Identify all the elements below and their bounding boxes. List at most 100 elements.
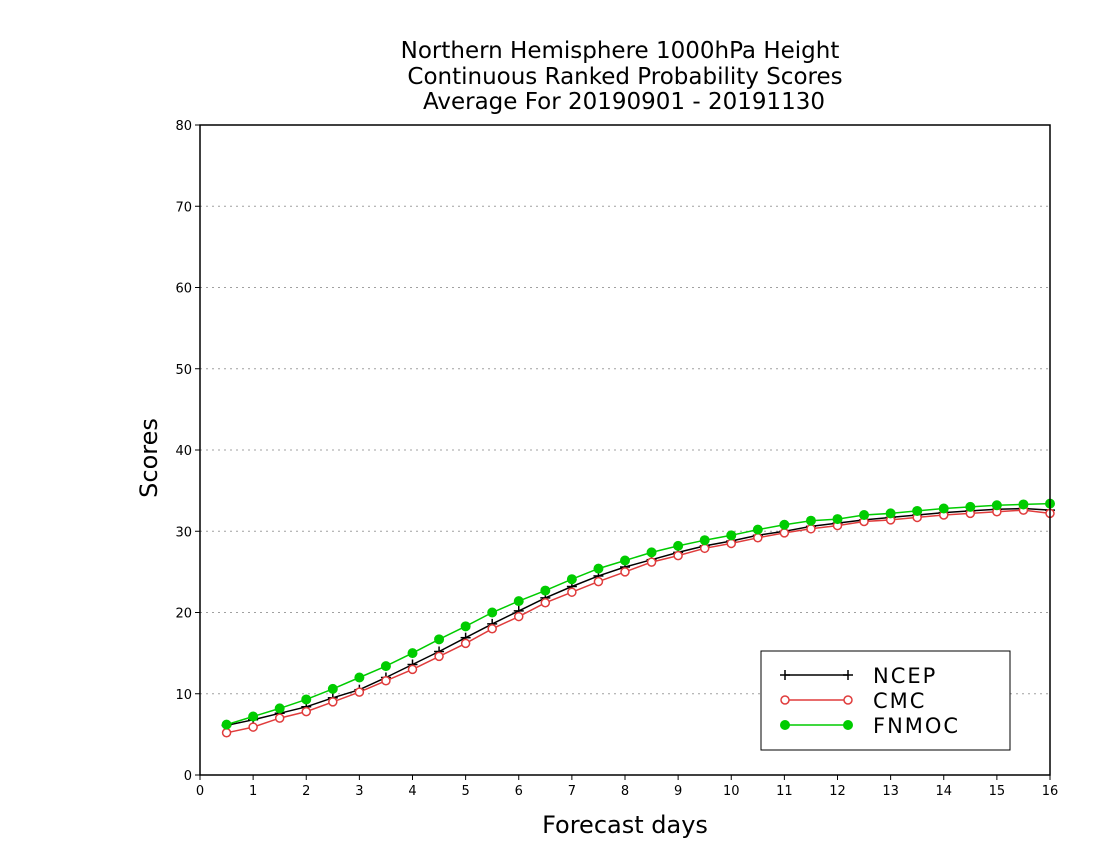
data-point-cmc: [673, 550, 683, 561]
x-tick-label: 0: [196, 784, 204, 799]
data-point-fnmoc: [805, 515, 816, 526]
data-point-fnmoc: [540, 585, 551, 596]
data-point-cmc: [620, 567, 630, 577]
data-point-fnmoc: [593, 563, 604, 574]
legend-marker-ncep: [843, 670, 853, 680]
legend-marker-fnmoc: [843, 720, 853, 730]
legend-entry-cmc: CMC: [780, 689, 926, 713]
x-tick-label: 16: [1042, 784, 1059, 799]
x-tick-label: 13: [882, 784, 899, 799]
data-point-cmc: [567, 587, 577, 597]
data-point-cmc: [328, 697, 338, 707]
data-point-fnmoc: [832, 514, 843, 525]
legend-marker-ncep: [780, 670, 790, 680]
data-point-fnmoc: [752, 524, 763, 535]
y-tick-label: 60: [175, 282, 192, 297]
data-point-fnmoc: [673, 540, 684, 551]
data-point-fnmoc: [885, 508, 896, 519]
y-tick-label: 70: [175, 200, 192, 215]
data-point-fnmoc: [487, 607, 498, 618]
data-point-cmc: [301, 706, 311, 717]
data-point-cmc: [779, 528, 790, 538]
y-tick-label: 0: [184, 769, 192, 784]
data-point-cmc: [540, 598, 551, 608]
data-point-cmc: [221, 728, 232, 738]
data-point-fnmoc: [248, 711, 259, 722]
data-point-cmc: [514, 611, 524, 622]
data-point-fnmoc: [434, 634, 445, 645]
legend-entry-ncep: NCEP: [780, 664, 935, 688]
y-tick-label: 30: [175, 525, 192, 540]
data-point-fnmoc: [991, 500, 1002, 511]
data-point-cmc: [381, 676, 391, 686]
data-point-fnmoc: [859, 510, 870, 520]
x-tick-label: 4: [408, 784, 416, 799]
data-point-cmc: [248, 722, 258, 732]
x-tick-label: 12: [829, 784, 846, 799]
chart-title: Northern Hemisphere 1000hPa Height Conti…: [401, 38, 843, 115]
y-tick-label: 10: [175, 688, 192, 703]
data-point-cmc: [753, 533, 763, 543]
data-point-cmc: [487, 624, 497, 634]
x-axis-ticks: 0 1 2 3 4 5 6 7 8 9 10 11 12 13 14 15 16: [196, 775, 1058, 799]
x-tick-label: 8: [621, 784, 629, 799]
x-tick-label: 11: [776, 784, 793, 799]
series-layer: [221, 498, 1055, 738]
x-tick-label: 7: [568, 784, 576, 799]
x-tick-label: 14: [935, 784, 952, 799]
x-tick-label: 5: [461, 784, 469, 799]
data-point-fnmoc: [354, 672, 365, 683]
legend-label-fnmoc: FNMOC: [873, 714, 960, 738]
data-point-cmc: [407, 664, 418, 675]
data-point-cmc: [646, 557, 657, 567]
y-axis-ticks: 0 10 20 30 40 50 60 70 80: [175, 119, 200, 784]
data-point-cmc: [460, 638, 471, 649]
data-point-cmc: [354, 687, 365, 697]
data-point-cmc: [593, 576, 604, 587]
x-tick-label: 9: [674, 784, 682, 799]
data-point-fnmoc: [513, 596, 524, 607]
data-point-fnmoc: [274, 703, 285, 714]
data-point-fnmoc: [965, 501, 976, 512]
data-point-fnmoc: [566, 574, 577, 585]
data-point-fnmoc: [646, 547, 657, 558]
y-tick-label: 20: [175, 607, 192, 622]
data-point-cmc: [434, 651, 444, 662]
data-point-cmc: [726, 538, 736, 549]
legend-marker-fnmoc: [780, 720, 790, 730]
data-point-fnmoc: [912, 505, 923, 516]
x-tick-label: 3: [355, 784, 363, 799]
legend-marker-cmc: [843, 695, 853, 705]
x-tick-label: 10: [723, 784, 740, 799]
x-tick-label: 1: [249, 784, 257, 799]
chart-title-line-1: Northern Hemisphere 1000hPa Height: [401, 38, 840, 64]
data-point-fnmoc: [380, 661, 391, 672]
data-point-fnmoc: [699, 535, 710, 546]
data-point-cmc: [699, 543, 710, 554]
series-fnmoc: [221, 498, 1055, 730]
legend-entry-fnmoc: FNMOC: [780, 714, 960, 738]
legend-marker-cmc: [780, 695, 790, 705]
data-point-fnmoc: [221, 719, 232, 730]
y-tick-label: 80: [175, 119, 192, 134]
grid-lines: [200, 205, 1050, 695]
y-axis-title: Scores: [135, 418, 163, 498]
x-tick-label: 2: [302, 784, 310, 799]
data-point-cmc: [274, 713, 285, 723]
data-point-fnmoc: [1018, 499, 1029, 510]
data-point-fnmoc: [407, 648, 418, 659]
data-point-fnmoc: [301, 694, 312, 705]
data-point-fnmoc: [460, 621, 471, 632]
x-tick-label: 15: [989, 784, 1006, 799]
data-point-cmc: [806, 524, 816, 534]
chart-title-line-3: Average For 20190901 - 20191130: [423, 89, 825, 115]
data-point-fnmoc: [620, 555, 630, 566]
data-point-fnmoc: [779, 519, 790, 530]
data-point-fnmoc: [938, 503, 949, 514]
x-tick-label: 6: [515, 784, 523, 799]
legend-label-cmc: CMC: [873, 689, 926, 713]
data-point-fnmoc: [327, 683, 338, 694]
y-tick-label: 40: [175, 444, 192, 459]
